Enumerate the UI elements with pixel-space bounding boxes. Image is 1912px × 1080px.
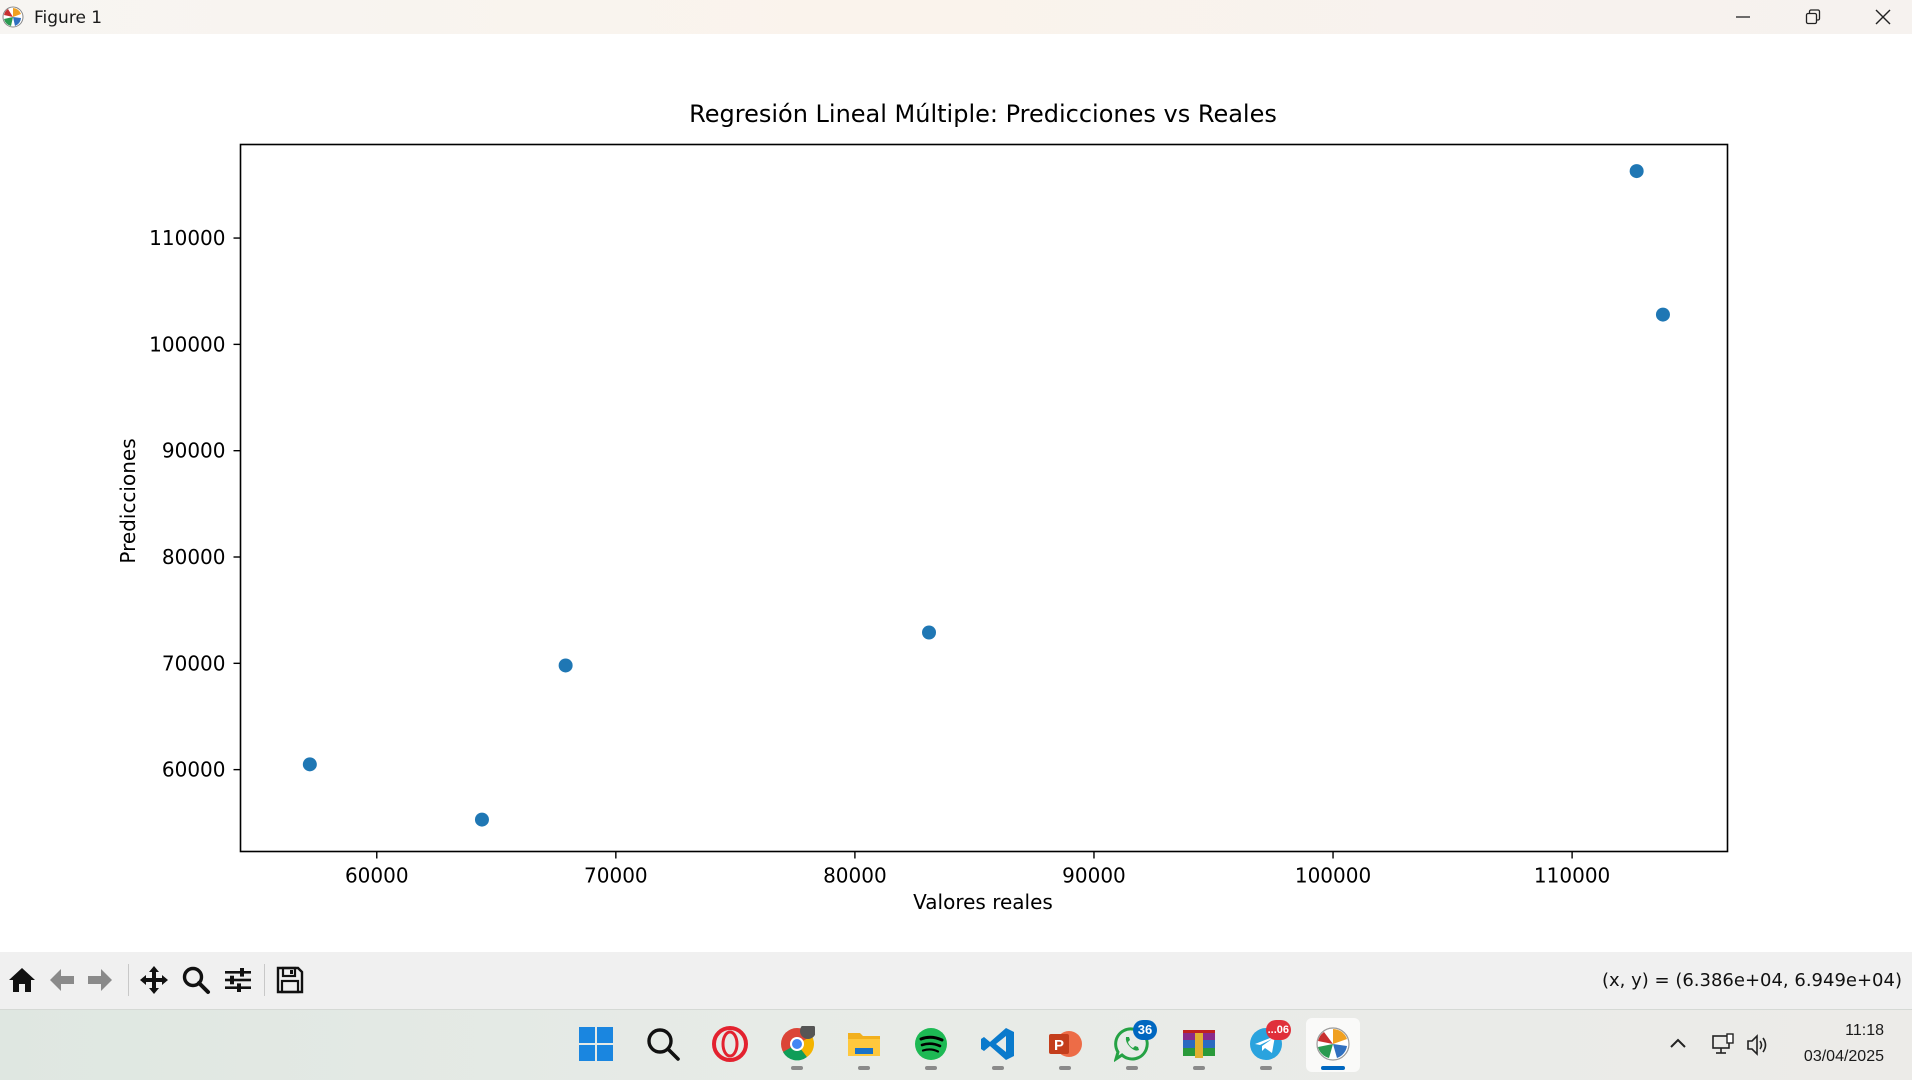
floppy-disk-icon	[276, 966, 304, 994]
vscode-icon	[981, 1028, 1014, 1060]
y-axis-label: Predicciones	[116, 438, 140, 563]
windows-taskbar: P 36 ...06	[0, 1009, 1912, 1080]
y-axis-ticks: 60000 70000 80000 90000 100000 110000	[149, 226, 241, 782]
speaker-volume-icon[interactable]	[1745, 1032, 1771, 1058]
clock-date[interactable]: 03/04/2025	[1803, 1048, 1884, 1065]
system-tray: 11:18 03/04/2025	[1650, 1010, 1912, 1080]
restore-icon	[1805, 9, 1821, 25]
spotify-icon	[915, 1028, 947, 1060]
folder-icon	[848, 1033, 880, 1056]
taskbar-app-whatsapp[interactable]: 36	[1105, 1018, 1159, 1072]
running-indicator	[791, 1066, 803, 1070]
chart-title: Regresión Lineal Múltiple: Predicciones …	[689, 100, 1277, 128]
pan-button[interactable]	[136, 962, 172, 998]
windows-logo-icon	[579, 1027, 613, 1061]
scatter-point	[558, 658, 573, 673]
running-indicator	[1126, 1066, 1138, 1070]
window-title: Figure 1	[34, 8, 103, 28]
taskbar-search-button[interactable]	[636, 1018, 690, 1072]
svg-text:P: P	[1054, 1037, 1064, 1054]
x-tick-label: 110000	[1534, 864, 1610, 888]
winrar-icon	[1183, 1030, 1215, 1058]
matplotlib-app-icon	[2, 6, 24, 28]
taskbar-app-telegram[interactable]: ...06	[1239, 1018, 1293, 1072]
notification-badge: ...06	[1265, 1020, 1291, 1040]
arrow-right-icon	[88, 969, 112, 991]
home-icon	[9, 968, 35, 992]
toolbar-separator	[264, 964, 265, 996]
x-tick-label: 90000	[1062, 864, 1126, 888]
running-indicator	[1193, 1066, 1205, 1070]
running-indicator	[925, 1066, 937, 1070]
taskbar-app-opera[interactable]	[703, 1018, 757, 1072]
scatter-point	[474, 812, 489, 827]
taskbar-app-file-explorer[interactable]	[837, 1018, 891, 1072]
scatter-point	[1655, 307, 1670, 322]
scatter-point	[302, 757, 317, 772]
opera-browser-icon	[712, 1026, 748, 1062]
sliders-icon	[225, 968, 251, 992]
window-titlebar: Figure 1	[0, 0, 1912, 34]
matplotlib-icon	[1316, 1027, 1350, 1061]
x-tick-label: 60000	[345, 864, 409, 888]
y-tick-label: 60000	[162, 758, 226, 782]
figure-canvas[interactable]: Regresión Lineal Múltiple: Predicciones …	[0, 34, 1912, 952]
scatter-point	[1629, 164, 1644, 179]
powerpoint-icon: P	[1049, 1031, 1082, 1057]
restore-button[interactable]	[1778, 0, 1848, 34]
home-button[interactable]	[4, 962, 40, 998]
y-tick-label: 80000	[162, 545, 226, 569]
running-indicator	[1059, 1066, 1071, 1070]
x-tick-label: 100000	[1295, 864, 1371, 888]
navigation-toolbar: (x, y) = (6.386e+04, 6.949e+04)	[0, 952, 1912, 1009]
minimize-icon	[1736, 16, 1750, 18]
forward-button[interactable]	[82, 962, 118, 998]
taskbar-app-vscode[interactable]	[971, 1018, 1025, 1072]
magnifier-icon	[182, 966, 210, 994]
back-button[interactable]	[44, 962, 80, 998]
x-axis-ticks: 60000 70000 80000 90000 100000 110000	[345, 851, 1610, 888]
clock-time[interactable]: 11:18	[1845, 1022, 1884, 1039]
close-button[interactable]	[1848, 0, 1912, 34]
configure-subplots-button[interactable]	[220, 962, 256, 998]
running-indicator	[858, 1066, 870, 1070]
running-indicator	[1260, 1066, 1272, 1070]
save-button[interactable]	[272, 962, 308, 998]
notification-badge: 36	[1133, 1020, 1157, 1040]
move-arrows-icon	[140, 966, 168, 994]
zoom-button[interactable]	[178, 962, 214, 998]
x-tick-label: 70000	[584, 864, 648, 888]
taskbar-app-winrar[interactable]	[1172, 1018, 1226, 1072]
x-axis-label: Valores reales	[913, 890, 1053, 914]
taskbar-app-powerpoint[interactable]: P	[1038, 1018, 1092, 1072]
scatter-plot: Regresión Lineal Múltiple: Predicciones …	[116, 100, 1729, 914]
arrow-left-icon	[50, 969, 74, 991]
taskbar-app-spotify[interactable]	[904, 1018, 958, 1072]
y-tick-label: 70000	[162, 651, 226, 675]
toolbar-separator	[128, 964, 129, 996]
scatter-point	[922, 625, 937, 640]
plot-area-frame	[239, 143, 1729, 853]
taskbar-app-matplotlib-figure[interactable]	[1306, 1018, 1360, 1072]
y-tick-label: 90000	[162, 439, 226, 463]
chrome-browser-icon	[781, 1026, 815, 1061]
running-indicator	[1321, 1066, 1345, 1070]
running-indicator	[992, 1066, 1004, 1070]
minimize-button[interactable]	[1708, 0, 1778, 34]
y-tick-label: 110000	[149, 226, 225, 250]
scatter-points	[302, 164, 1670, 827]
network-icon[interactable]	[1710, 1032, 1736, 1058]
start-button[interactable]	[569, 1018, 623, 1072]
x-tick-label: 80000	[823, 864, 887, 888]
close-icon	[1875, 9, 1891, 25]
cursor-coordinates-readout: (x, y) = (6.386e+04, 6.949e+04)	[1602, 970, 1902, 991]
chevron-up-icon[interactable]	[1667, 1032, 1689, 1054]
taskbar-app-chrome[interactable]	[770, 1018, 824, 1072]
search-icon	[647, 1028, 680, 1061]
y-tick-label: 100000	[149, 332, 225, 356]
